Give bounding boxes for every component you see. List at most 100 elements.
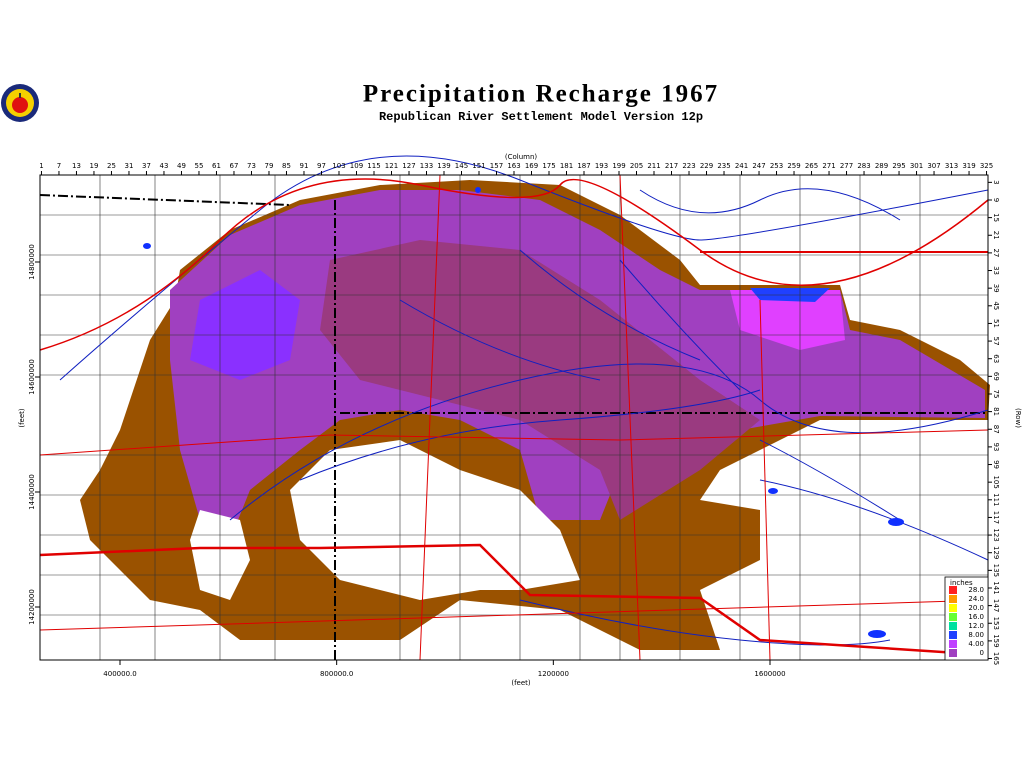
column-tick-label: 85 (282, 162, 291, 170)
column-tick-label: 97 (317, 162, 326, 170)
road (39, 543, 989, 657)
column-label: (Column) (505, 153, 538, 161)
column-tick-label: 19 (90, 162, 99, 170)
column-tick-label: 289 (875, 162, 888, 170)
river (619, 259, 741, 391)
river (399, 299, 601, 381)
river (519, 599, 891, 646)
row-tick-label: 129 (992, 546, 1000, 559)
legend-swatch (949, 649, 957, 657)
legend-label: 20.0 (968, 604, 984, 612)
column-tick-label: 313 (945, 162, 958, 170)
legend-swatch (949, 604, 957, 612)
row-tick-label: 147 (992, 599, 1000, 612)
column-tick-label: 163 (507, 162, 520, 170)
row-tick-label: 57 (992, 337, 1000, 346)
column-tick-label: 31 (125, 162, 134, 170)
y-feet-label: (feet) (18, 408, 26, 428)
map (39, 155, 990, 661)
column-tick-label: 199 (612, 162, 625, 170)
column-tick-label: 67 (230, 162, 239, 170)
road (419, 174, 441, 661)
legend-swatch (949, 586, 957, 594)
legend-label: 8.00 (968, 631, 984, 639)
x-feet-tick-label: 400000.0 (103, 670, 136, 678)
column-tick-label: 181 (560, 162, 573, 170)
column-tick-label: 103 (332, 162, 345, 170)
road (39, 429, 989, 456)
column-tick-label: 175 (542, 162, 555, 170)
legend: inches 28.024.020.016.012.08.004.000 (944, 576, 989, 661)
column-tick-label: 229 (700, 162, 713, 170)
legend-label: 28.0 (968, 586, 984, 594)
column-tick-label: 187 (577, 162, 590, 170)
column-tick-label: 37 (142, 162, 151, 170)
legend-swatch (949, 613, 957, 621)
row-tick-label: 15 (992, 213, 1000, 222)
row-tick-label: 135 (992, 564, 1000, 577)
river (299, 389, 761, 481)
row-tick-label: 105 (992, 475, 1000, 488)
river (229, 363, 989, 521)
ticks: 1 7 13 19 25 31 37 43 49 55 61 67 73 79 85 91 97 103 109 11… (28, 162, 1000, 678)
y-feet-tick-label: 14800000 (28, 244, 36, 280)
county-lines (99, 175, 921, 660)
row-tick-label: 159 (992, 634, 1000, 647)
row-tick-label: 153 (992, 617, 1000, 630)
recharge-band (320, 240, 760, 520)
column-tick-label: 265 (805, 162, 818, 170)
column-tick-label: 109 (350, 162, 363, 170)
column-tick-label: 151 (472, 162, 485, 170)
row-tick-label: 141 (992, 581, 1000, 594)
column-tick-label: 211 (647, 162, 660, 170)
roads (39, 174, 989, 661)
x-feet-tick-label: 1200000 (538, 670, 569, 678)
column-tick-label: 7 (57, 162, 61, 170)
reservoir (888, 518, 904, 526)
state-lines (39, 194, 988, 660)
column-tick-label: 217 (665, 162, 678, 170)
column-tick-label: 307 (927, 162, 940, 170)
legend-label: 4.00 (968, 640, 984, 648)
column-tick-label: 259 (787, 162, 800, 170)
y-feet-tick-label: 14400000 (28, 474, 36, 510)
title: Precipitation Recharge 1967 (363, 81, 719, 108)
reservoirs (143, 187, 904, 638)
county-grid (40, 175, 988, 660)
column-tick-label: 277 (840, 162, 853, 170)
county-lines (40, 214, 988, 616)
y-feet-tick-label: 14600000 (28, 359, 36, 395)
river (759, 479, 989, 561)
column-tick-label: 301 (910, 162, 923, 170)
legend-label: 0 (980, 649, 984, 657)
x-feet-label: (feet) (511, 679, 531, 687)
legend-swatch (949, 640, 957, 648)
legend-label: 24.0 (968, 595, 984, 603)
y-feet-tick-label: 14200000 (28, 589, 36, 625)
row-tick-label: 51 (992, 319, 1000, 328)
column-tick-label: 169 (525, 162, 538, 170)
legend-label: 16.0 (968, 613, 984, 621)
river (519, 249, 701, 361)
recharge-area (190, 270, 300, 380)
column-tick-label: 121 (385, 162, 398, 170)
column-tick-label: 271 (822, 162, 835, 170)
column-tick-label: 61 (212, 162, 221, 170)
row-tick-label: 123 (992, 528, 1000, 541)
reservoir (475, 187, 481, 193)
column-tick-label: 319 (962, 162, 975, 170)
logo-apple (12, 97, 28, 113)
column-tick-label: 253 (770, 162, 783, 170)
column-tick-label: 223 (682, 162, 695, 170)
column-tick-label: 235 (717, 162, 730, 170)
row-tick-label: 81 (992, 407, 1000, 416)
row-tick-label: 111 (992, 493, 1000, 506)
reservoir (868, 630, 886, 638)
column-tick-label: 127 (402, 162, 415, 170)
column-tick-label: 13 (72, 162, 81, 170)
state-line (39, 194, 291, 206)
row-tick-label: 39 (992, 284, 1000, 293)
row-tick-label: 93 (992, 442, 1000, 451)
column-tick-label: 43 (160, 162, 169, 170)
row-tick-label: 33 (992, 266, 1000, 275)
